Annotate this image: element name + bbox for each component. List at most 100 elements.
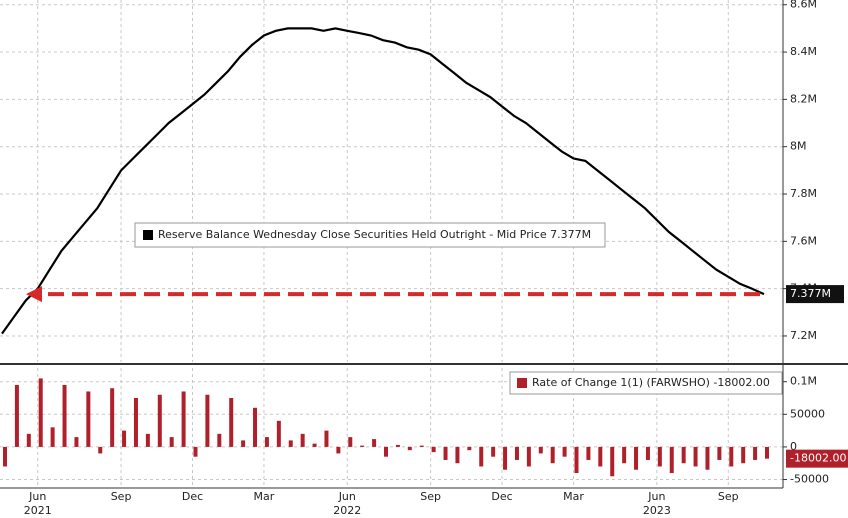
y-tick-label: 0.1M <box>790 375 817 388</box>
bar <box>491 446 496 457</box>
y-tick-label: 50000 <box>790 407 825 420</box>
bar <box>169 437 174 447</box>
bar <box>26 433 31 447</box>
bar <box>574 446 579 473</box>
bar <box>86 391 91 447</box>
bar <box>324 430 329 447</box>
bar <box>395 444 400 447</box>
bar <box>455 446 460 464</box>
legend-box <box>509 371 783 395</box>
bar <box>98 446 103 454</box>
x-tick-label: Sep <box>420 490 441 503</box>
x-tick-label: Mar <box>563 490 584 503</box>
bar <box>312 443 317 447</box>
bar <box>550 446 555 464</box>
bar <box>443 446 448 460</box>
legend: Reserve Balance Wednesday Close Securiti… <box>134 222 606 248</box>
bar <box>122 430 127 447</box>
bar <box>765 446 769 459</box>
bar <box>38 378 43 447</box>
bar <box>372 439 377 447</box>
y-tick-label: -50000 <box>790 473 829 486</box>
x-year-label: 2022 <box>333 504 361 517</box>
x-year-label: 2021 <box>24 504 52 517</box>
bar <box>348 437 353 447</box>
last-value-label: 7.377M <box>790 287 831 300</box>
bar <box>336 446 341 454</box>
bar <box>217 433 222 447</box>
bar <box>74 437 79 447</box>
bar <box>729 446 734 467</box>
x-tick-label: Mar <box>254 490 275 503</box>
bar <box>669 446 674 473</box>
bar <box>62 384 67 447</box>
bar <box>634 446 639 470</box>
y-tick-label: 7.8M <box>790 187 817 200</box>
x-tick-label: Jun <box>647 490 665 503</box>
bar <box>467 446 472 451</box>
bar <box>205 394 210 447</box>
bar <box>586 446 591 460</box>
bar <box>3 446 7 467</box>
bar <box>407 446 412 451</box>
legend-swatch <box>517 378 527 388</box>
bar <box>300 433 305 447</box>
x-tick-label: Jun <box>28 490 46 503</box>
bar <box>753 446 758 460</box>
bar <box>264 437 269 447</box>
y-tick-label: 8M <box>790 140 807 153</box>
last-value-label: -18002.00 <box>790 452 846 465</box>
legend-label: Reserve Balance Wednesday Close Securiti… <box>158 228 591 241</box>
bar <box>157 394 162 447</box>
y-tick-label: 7.6M <box>790 234 817 247</box>
bar <box>645 446 650 460</box>
bar <box>622 446 627 464</box>
x-tick-label: Dec <box>182 490 203 503</box>
x-tick-label: Sep <box>111 490 132 503</box>
y-tick-label: 8.2M <box>790 92 817 105</box>
bar <box>741 446 746 464</box>
bar <box>181 391 186 447</box>
legend-box <box>134 222 606 248</box>
bar <box>419 445 424 447</box>
annotation-arrowhead <box>26 286 42 303</box>
bar <box>229 398 234 447</box>
bar <box>526 446 531 467</box>
bar <box>705 446 710 470</box>
bar <box>479 446 484 467</box>
bar <box>717 446 722 460</box>
y-tick-label: 8.6M <box>790 0 817 11</box>
bar <box>514 446 519 460</box>
bar <box>384 446 388 457</box>
last-value-box <box>786 449 848 468</box>
x-tick-label: Sep <box>718 490 739 503</box>
y-tick-label: 8.4M <box>790 45 817 58</box>
bar <box>276 420 281 447</box>
bar <box>14 384 19 447</box>
bar <box>133 398 138 447</box>
bar <box>681 446 686 464</box>
bar <box>693 446 698 467</box>
bar <box>598 446 603 467</box>
legend-swatch <box>143 230 153 240</box>
bar <box>562 446 567 457</box>
bar <box>145 433 150 447</box>
bar <box>50 427 55 447</box>
bar <box>360 445 365 447</box>
y-tick-label: 7.2M <box>790 329 817 342</box>
bar <box>657 446 662 467</box>
legend-label: Rate of Change 1(1) (FARWSHO) -18002.00 <box>532 376 770 389</box>
x-year-label: 2023 <box>643 504 671 517</box>
bar <box>503 446 508 470</box>
bar <box>538 446 543 454</box>
x-tick-label: Jun <box>338 490 356 503</box>
bar <box>110 388 115 447</box>
line-series <box>1 27 765 335</box>
bar <box>288 440 293 447</box>
last-value-box <box>786 285 844 304</box>
bar <box>241 440 246 447</box>
bar <box>253 407 258 447</box>
y-tick-label: 0 <box>790 440 797 453</box>
